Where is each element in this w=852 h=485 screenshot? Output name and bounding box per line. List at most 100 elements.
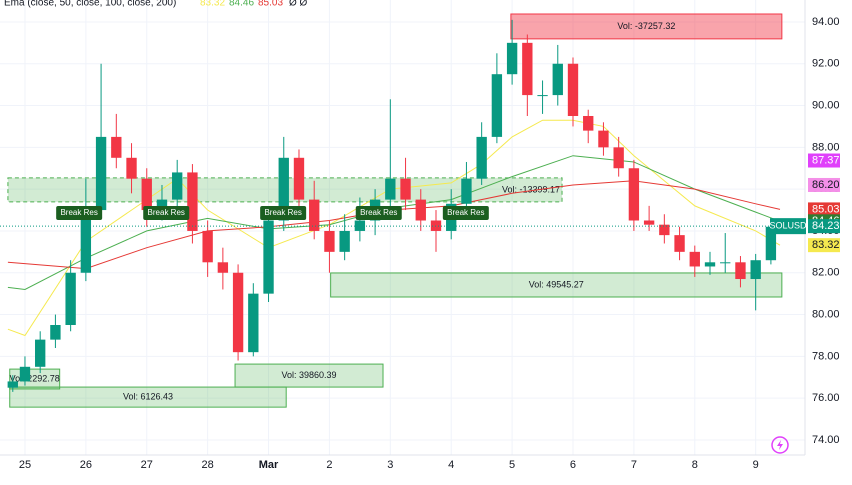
candle-body: [537, 95, 548, 97]
candle-body: [765, 226, 777, 261]
candle-body: [95, 136, 107, 211]
break-badge: [355, 205, 402, 220]
break-label: Break Res: [360, 208, 397, 217]
candle-body: [674, 235, 685, 252]
zone-label: Vol: 6126.43: [123, 391, 173, 401]
candle-body: [552, 63, 563, 96]
candle-body: [278, 157, 289, 221]
candle-body: [415, 199, 426, 221]
x-tick-label: 26: [80, 459, 92, 471]
candle-body: [80, 210, 92, 273]
candle-body: [339, 230, 350, 252]
symbol-label: SOLUSD: [769, 221, 807, 231]
candle-body: [476, 136, 487, 179]
legend-value: 84.46: [229, 0, 254, 9]
candle-body: [187, 172, 198, 231]
price-tag: [808, 153, 840, 168]
volume-zone: [510, 13, 783, 40]
price-tag-label: 84.23: [812, 220, 840, 232]
candle-body: [19, 366, 31, 382]
candle-body: [385, 178, 396, 200]
candle-body: [628, 168, 640, 221]
candle-body: [126, 157, 137, 179]
legend-title: Ema (close, 50, close, 100, close, 200): [4, 0, 176, 9]
price-tag-label: 87.37: [812, 154, 840, 166]
candle-body: [172, 172, 183, 200]
break-badge: [442, 205, 489, 220]
legend: Ema (close, 50, close, 100, close, 200) 8…: [4, 0, 308, 9]
candle-body: [141, 178, 152, 211]
break-badge: [260, 205, 307, 220]
break-label: Break Res: [60, 208, 97, 217]
x-tick-label: 7: [631, 459, 637, 471]
candle-body: [111, 136, 122, 158]
candle-body: [293, 157, 305, 200]
zone-label: Vol: 49545.27: [529, 279, 584, 289]
x-tick-label: 28: [202, 459, 214, 471]
price-tag: [808, 202, 840, 217]
candle-body: [720, 262, 731, 264]
candle-body: [704, 262, 716, 267]
candle-body: [491, 74, 503, 137]
volume-zone: [330, 272, 783, 298]
candle-body: [263, 220, 274, 294]
x-tick-label: Mar: [259, 459, 279, 471]
candle-body: [50, 325, 61, 340]
candle-body: [232, 272, 244, 353]
candle-body: [522, 42, 533, 96]
x-tick-label: 8: [692, 459, 698, 471]
price-tag-label: 83.32: [812, 239, 840, 251]
x-tick-label: 5: [509, 459, 515, 471]
candle-body: [461, 178, 472, 204]
candle-body: [506, 42, 518, 75]
lightning-icon[interactable]: [771, 436, 789, 454]
candle-body: [598, 130, 609, 148]
y-tick-label: 78.00: [812, 350, 840, 362]
candle-body: [7, 381, 18, 388]
break-badge: [56, 205, 103, 220]
zone-label: Vol: -37257.32: [617, 21, 675, 31]
candle-body: [65, 272, 76, 325]
zone-label: Vol: 39860.39: [281, 370, 336, 380]
candle-body: [202, 230, 213, 263]
price-tag-label: 85.03: [812, 203, 840, 215]
x-tick-label: 6: [570, 459, 576, 471]
candle-body: [750, 260, 761, 280]
candle-body: [567, 63, 579, 116]
x-tick-label: 4: [448, 459, 454, 471]
x-tick-label: 9: [753, 459, 759, 471]
zone-label: Vol: 2292.78: [10, 373, 60, 383]
break-label: Break Res: [447, 208, 484, 217]
candle-body: [324, 230, 335, 252]
y-tick-label: 92.00: [812, 58, 840, 70]
break-label: Break Res: [264, 208, 301, 217]
candle-body: [400, 178, 411, 200]
volume-zone: [9, 386, 287, 408]
legend-value: 83.32: [200, 0, 225, 9]
candle-body: [35, 339, 46, 367]
legend-value: 85.03: [258, 0, 283, 9]
y-tick-label: 80.00: [812, 308, 840, 320]
y-tick-label: 74.00: [812, 434, 840, 446]
break-label: Break Res: [148, 208, 185, 217]
candle-body: [613, 147, 624, 169]
x-tick-label: 27: [141, 459, 153, 471]
candle-body: [689, 251, 700, 267]
candle-body: [643, 220, 655, 225]
candle-body: [735, 262, 746, 280]
y-tick-label: 82.00: [812, 267, 840, 279]
x-tick-label: 2: [326, 459, 332, 471]
price-tag-label: 86.20: [812, 179, 840, 191]
candle-body: [659, 224, 670, 236]
symbol-badge: [770, 218, 806, 235]
legend-suffix: Ø Ø: [289, 0, 308, 9]
candle-body: [354, 220, 366, 231]
candle-body: [156, 199, 168, 211]
price-tag: [808, 177, 840, 192]
price-tag: [808, 238, 840, 253]
break-badge: [143, 205, 190, 220]
candle-body: [248, 293, 259, 353]
